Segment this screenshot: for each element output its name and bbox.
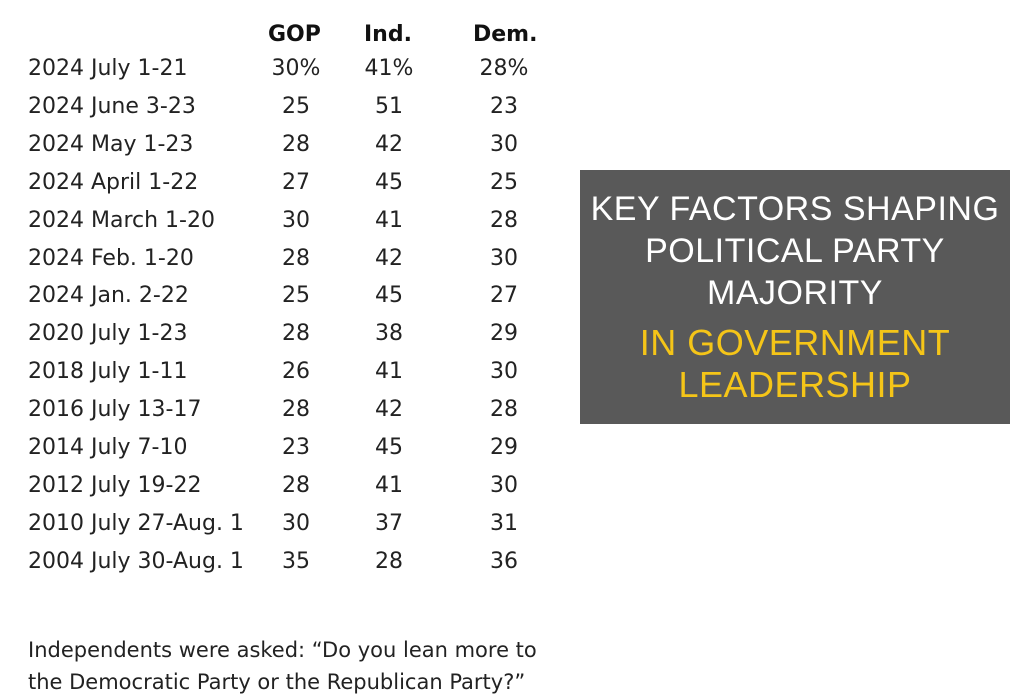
- cell-ind: 51: [375, 93, 403, 119]
- cell-ind: 41: [375, 472, 403, 498]
- cell-dem: 30: [490, 359, 518, 385]
- cell-ind: 42: [375, 245, 403, 271]
- title-banner: KEY FACTORS SHAPING POLITICAL PARTY MAJO…: [580, 170, 1010, 424]
- cell-label: 2024 March 1-20: [28, 207, 215, 233]
- cell-ind: 45: [375, 435, 403, 460]
- cell-dem: 28%: [479, 56, 529, 81]
- cell-label: 2024 May 1-23: [28, 131, 194, 157]
- cell-label: 2024 July 1-21: [28, 56, 188, 81]
- header-dem: Dem.: [473, 22, 538, 47]
- cell-ind: 41: [375, 207, 403, 233]
- cell-ind: 38: [375, 321, 403, 347]
- cell-dem: 36: [490, 548, 518, 574]
- cell-gop: 30%: [271, 56, 321, 81]
- cell-gop: 25: [282, 283, 310, 309]
- cell-dem: 25: [490, 169, 518, 195]
- cell-label: 2024 Feb. 1-20: [28, 245, 194, 271]
- footnote: Independents were asked: “Do you lean mo…: [28, 638, 537, 694]
- cell-dem: 28: [490, 207, 518, 233]
- title-line-2: IN GOVERNMENT LEADERSHIP: [639, 322, 951, 405]
- header-gop: GOP: [268, 22, 321, 47]
- cell-dem: 30: [490, 245, 518, 271]
- header-ind: Ind.: [364, 22, 412, 47]
- cell-dem: 29: [490, 435, 518, 460]
- cell-label: 2004 July 30-Aug. 1: [28, 548, 244, 574]
- cell-dem: 28: [490, 397, 518, 423]
- cell-dem: 27: [490, 283, 518, 309]
- cell-dem: 30: [490, 131, 518, 157]
- cell-label: 2016 July 13-17: [28, 397, 202, 423]
- cell-gop: 25: [282, 93, 310, 119]
- cell-gop: 23: [282, 435, 310, 460]
- cell-label: 2018 July 1-11: [28, 359, 188, 385]
- cell-ind: 41: [375, 359, 403, 385]
- cell-label: 2014 July 7-10: [28, 435, 188, 460]
- title-line-1: KEY FACTORS SHAPING POLITICAL PARTY MAJO…: [590, 190, 1000, 312]
- cell-gop: 35: [282, 548, 310, 574]
- cell-ind: 42: [375, 131, 403, 157]
- cell-label: 2012 July 19-22: [28, 472, 202, 498]
- cell-gop: 30: [282, 510, 310, 536]
- cell-dem: 23: [490, 93, 518, 119]
- cell-dem: 29: [490, 321, 518, 347]
- cell-gop: 30: [282, 207, 310, 233]
- cell-label: 2024 June 3-23: [28, 93, 196, 119]
- cell-ind: 28: [375, 548, 403, 574]
- cell-dem: 31: [490, 510, 518, 536]
- cell-dem: 30: [490, 472, 518, 498]
- cell-gop: 27: [282, 169, 310, 195]
- cell-label: 2010 July 27-Aug. 1: [28, 510, 244, 536]
- cell-gop: 28: [282, 321, 310, 347]
- cell-gop: 26: [282, 359, 310, 385]
- cell-ind: 42: [375, 397, 403, 423]
- cell-ind: 37: [375, 510, 403, 536]
- cell-gop: 28: [282, 245, 310, 271]
- cell-ind: 45: [375, 169, 403, 195]
- cell-label: 2020 July 1-23: [28, 321, 188, 347]
- cell-gop: 28: [282, 472, 310, 498]
- cell-label: 2024 April 1-22: [28, 169, 199, 195]
- cell-ind: 45: [375, 283, 403, 309]
- cell-gop: 28: [282, 397, 310, 423]
- cell-ind: 41%: [364, 56, 414, 81]
- cell-gop: 28: [282, 131, 310, 157]
- cell-label: 2024 Jan. 2-22: [28, 283, 189, 309]
